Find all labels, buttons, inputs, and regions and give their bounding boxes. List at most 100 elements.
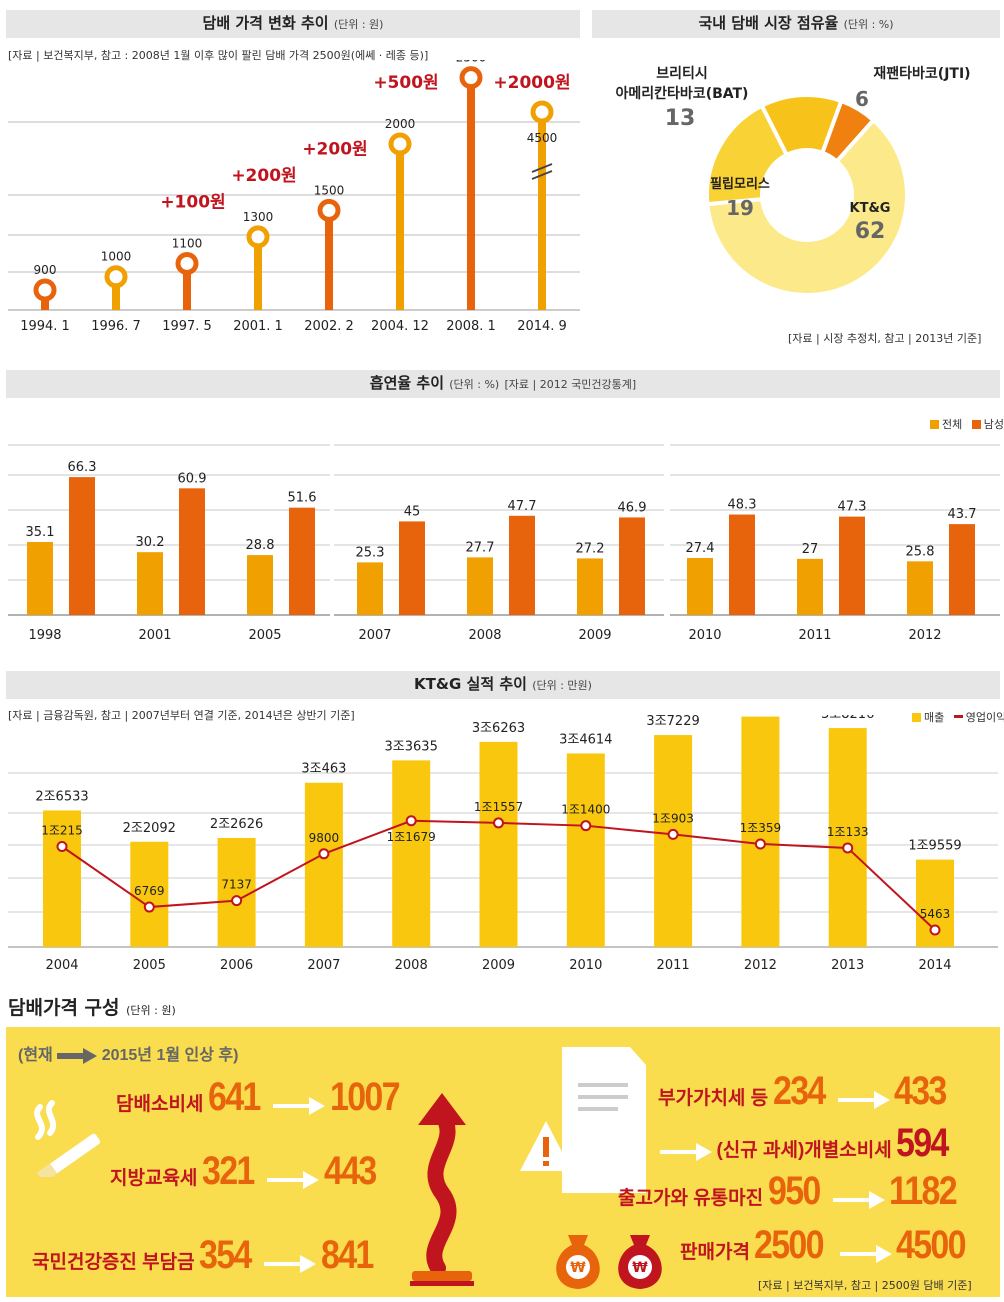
bar-male-label: 43.7 (948, 507, 977, 522)
year-label: 2007 (358, 628, 391, 643)
smoking-chart: 35.1 66.3 1998 30.2 60.9 2001 28.8 51.6 2005 25.3… (8, 444, 1000, 643)
price-label: 1000 (101, 250, 132, 264)
year-label: 2009 (482, 958, 515, 973)
legend-sales-swatch (912, 713, 921, 722)
op-point (580, 820, 592, 832)
price-label: 2000 (385, 117, 416, 131)
share-value-bat: 13 (665, 106, 696, 131)
price-stem (538, 112, 546, 310)
price-label: 900 (34, 263, 57, 277)
legend-male: 남성 (983, 418, 1004, 431)
comp-row-3: 국민건강증진 부담금 354 841 (32, 1233, 381, 1278)
price-chart-unit: (단위 : 원) (333, 18, 384, 31)
price-increase: +100원 (160, 192, 225, 212)
axis-break (531, 163, 553, 173)
composition-source: [자료 | 보건복지부, 참고 | 2500원 담배 기준] (758, 1279, 972, 1292)
legend-after: 2015년 1월 인상 후) (101, 1047, 239, 1064)
bar-total (467, 557, 493, 615)
share-value-jti: 6 (855, 87, 869, 111)
legend-male-swatch (971, 420, 981, 429)
comp-rrow-1-to: 433 (894, 1069, 947, 1113)
share-chart-header: 국내 담배 시장 점유율 (단위 : %) (592, 10, 1000, 38)
price-chart-title: 담배 가격 변화 추이 (202, 14, 329, 32)
share-label-ktg: KT&G (850, 201, 891, 216)
bar-total-label: 25.8 (906, 544, 935, 559)
sales-label: 2조2626 (210, 817, 263, 832)
comp-row-2-to: 443 (323, 1149, 377, 1193)
price-increase: +200원 (302, 139, 367, 159)
arrow-right-icon (660, 1142, 712, 1161)
price-marker (530, 100, 554, 124)
comp-rrow-1-label: 부가가치세 등 (658, 1088, 769, 1109)
price-stem (467, 77, 475, 311)
share-slice (705, 117, 909, 297)
bar-total (247, 555, 273, 615)
sales-label: 3조463 (301, 762, 346, 777)
bar-male (949, 524, 975, 615)
price-stem (112, 276, 120, 310)
year-label: 2008 (468, 628, 501, 643)
bar-total (687, 558, 713, 615)
comp-rrow-2-label: (신규 과세)개별소비세 (716, 1140, 892, 1161)
bar-total (27, 541, 53, 615)
year-label: 1998 (28, 628, 61, 643)
bar-total-label: 27.4 (686, 541, 715, 556)
sales-label: 3조7229 (646, 715, 699, 729)
comp-rrow-2-to: 594 (896, 1121, 949, 1165)
money-up-arrow-icon (410, 1093, 474, 1286)
bar-total-label: 30.2 (136, 535, 165, 550)
price-stem (254, 236, 262, 310)
comp-rrow-4-from: 2500 (754, 1223, 825, 1267)
price-date-label: 1994. 1 (20, 319, 70, 334)
year-label: 2007 (307, 958, 340, 973)
sales-bar (217, 837, 256, 947)
arrow-right-icon (267, 1170, 320, 1189)
share-chart-unit: (단위 : %) (843, 18, 894, 31)
year-label: 2006 (220, 958, 253, 973)
ktg-legend: 매출 영업이익 (912, 709, 1004, 725)
op-label: 6769 (134, 884, 165, 898)
op-point (754, 838, 766, 850)
legend-total: 전체 (942, 418, 963, 431)
sales-bar (304, 782, 343, 947)
bar-total (907, 561, 933, 615)
op-point (405, 815, 417, 827)
sales-label: 2조6533 (35, 789, 88, 804)
composition-unit: (단위 : 원) (126, 1004, 176, 1017)
bar-male (729, 514, 755, 615)
price-chart: 900 1994. 1 1000 1996. 7 1100 1997. 5 +100원 130… (8, 60, 580, 334)
sales-label: 3조4614 (559, 732, 612, 747)
legend-total-swatch (930, 420, 939, 429)
year-label: 2010 (688, 628, 721, 643)
op-label: 9800 (309, 831, 340, 845)
bar-total-label: 27.2 (576, 541, 605, 556)
bar-male-label: 66.3 (68, 460, 97, 475)
arrow-right-icon (273, 1096, 326, 1115)
op-point (143, 901, 155, 913)
arrow-right-icon (839, 1244, 892, 1263)
sales-bar (566, 753, 605, 947)
op-label: 1조1557 (474, 800, 523, 814)
bar-male (619, 517, 645, 615)
op-label: 1조133 (827, 825, 869, 839)
price-label: 1300 (243, 210, 274, 224)
price-date-label: 2001. 1 (233, 319, 283, 334)
year-label: 2008 (395, 958, 428, 973)
legend-now: (현재 (18, 1047, 53, 1064)
price-stem (183, 263, 191, 310)
comp-row-2: 지방교육세 321 443 (110, 1149, 384, 1194)
composition-title: 담배가격 구성 (단위 : 원) (8, 993, 176, 1020)
bar-male-label: 48.3 (728, 498, 757, 513)
bar-total (357, 562, 383, 615)
bar-total (797, 558, 823, 615)
year-label: 2005 (133, 958, 166, 973)
op-point (667, 828, 679, 840)
share-label-bat: 아메리칸타바코(BAT) (616, 85, 749, 102)
bar-male (179, 488, 205, 615)
sales-bar (741, 716, 780, 947)
share-value-pm: 19 (726, 196, 754, 220)
price-marker (246, 225, 270, 249)
comp-row-3-from: 354 (199, 1233, 252, 1277)
ktg-chart-source: [자료 | 금융감독원, 참고 | 2007년부터 연결 기준, 2014년은 … (8, 709, 355, 722)
year-label: 2009 (578, 628, 611, 643)
